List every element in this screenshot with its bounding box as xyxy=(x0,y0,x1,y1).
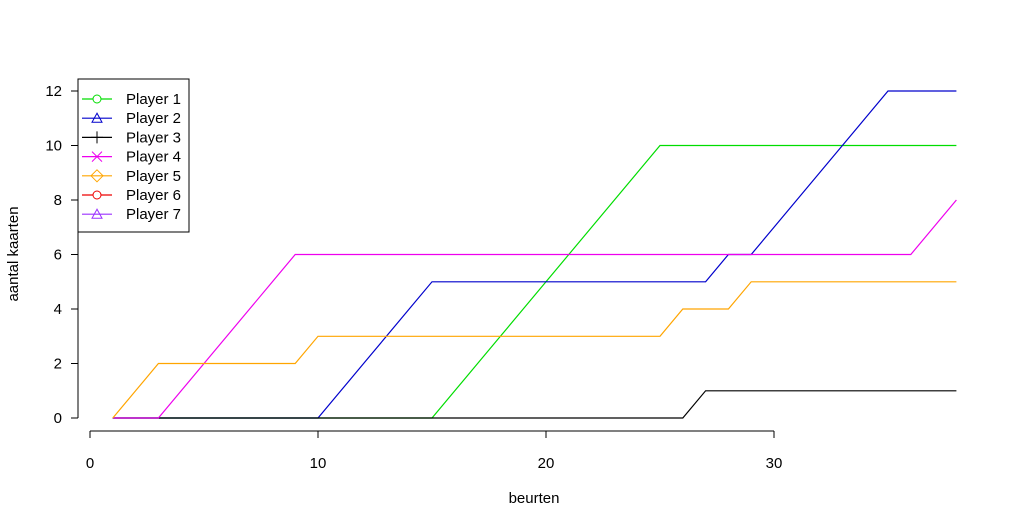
plus-marker-icon xyxy=(91,131,103,144)
plot-lines xyxy=(112,90,957,419)
y-tick-label: 0 xyxy=(54,410,62,427)
y-axis-title: aantal kaarten xyxy=(5,206,22,301)
triangle-marker-icon xyxy=(91,208,103,219)
circle-dot-marker-icon xyxy=(92,190,102,200)
cross-marker-icon xyxy=(91,151,103,162)
legend-item-player-4: Player 4 xyxy=(82,149,181,166)
x-tick-label: 20 xyxy=(538,455,555,472)
legend-item-player-6: Player 6 xyxy=(82,187,181,204)
legend-item-player-1: Player 1 xyxy=(82,91,181,108)
legend-label: Player 1 xyxy=(126,91,181,108)
x-axis: 0 10 20 30 xyxy=(86,430,783,472)
triangle-marker-icon xyxy=(91,112,103,123)
legend-label: Player 4 xyxy=(126,149,181,166)
legend: Player 1 Player 2 Player 3 Player 4 Player 5… xyxy=(77,78,190,233)
series-line-player-3 xyxy=(112,390,957,419)
x-tick-label: 10 xyxy=(310,455,327,472)
y-tick-label: 10 xyxy=(45,138,62,155)
y-tick-label: 4 xyxy=(54,301,62,318)
legend-item-player-2: Player 2 xyxy=(82,110,181,127)
legend-label: Player 5 xyxy=(126,168,181,185)
legend-label: Player 2 xyxy=(126,110,181,127)
legend-item-player-7: Player 7 xyxy=(82,206,181,223)
legend-item-player-3: Player 3 xyxy=(82,129,181,146)
x-tick-label: 0 xyxy=(86,455,94,472)
x-axis-title: beurten xyxy=(509,490,560,507)
diamond-marker-icon xyxy=(90,169,104,183)
legend-label: Player 7 xyxy=(126,206,181,223)
legend-label: Player 6 xyxy=(126,187,181,204)
x-tick-label: 30 xyxy=(766,455,783,472)
y-tick-label: 12 xyxy=(45,83,62,100)
y-tick-label: 8 xyxy=(54,192,62,209)
series-line-player-4 xyxy=(112,199,957,419)
legend-label: Player 3 xyxy=(126,129,181,146)
series-line-player-5 xyxy=(112,281,957,419)
y-tick-label: 2 xyxy=(54,356,62,373)
y-tick-label: 6 xyxy=(54,247,62,264)
circle-marker-icon xyxy=(92,94,102,104)
y-axis: 0 2 4 6 8 10 12 xyxy=(45,83,79,427)
legend-item-player-5: Player 5 xyxy=(82,168,181,185)
